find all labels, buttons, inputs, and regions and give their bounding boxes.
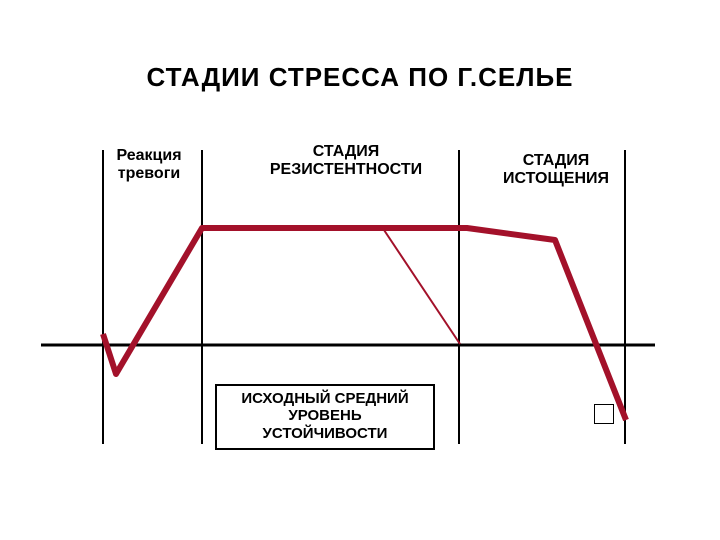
baseline-label-line1: ИСХОДНЫЙ СРЕДНИЙ bbox=[241, 390, 408, 407]
baseline-label-box: ИСХОДНЫЙ СРЕДНИЙ УРОВЕНЬ УСТОЙЧИВОСТИ bbox=[215, 384, 435, 450]
marker-square bbox=[594, 404, 614, 424]
aux-decline-line bbox=[384, 230, 460, 344]
baseline-label-line2: УРОВЕНЬ bbox=[288, 407, 361, 424]
baseline-label-line3: УСТОЙЧИВОСТИ bbox=[263, 425, 388, 442]
diagram-canvas: СТАДИИ СТРЕССА ПО Г.СЕЛЬЕ Реакция тревог… bbox=[0, 0, 720, 540]
chart-svg bbox=[0, 0, 720, 540]
